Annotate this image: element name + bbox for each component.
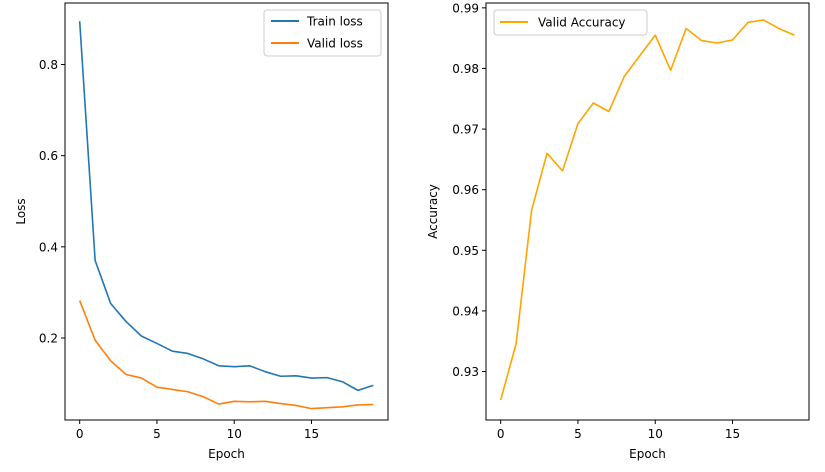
accuracy-x-tick-label: 5 <box>574 427 582 441</box>
loss-x-tick-label: 0 <box>76 427 84 441</box>
loss-y-tick-label: 0.8 <box>39 58 58 72</box>
accuracy-x-tick-label: 10 <box>648 427 663 441</box>
accuracy-y-tick-label: 0.97 <box>452 123 479 137</box>
accuracy-ticks: 0 5 10 15 0.93 0.94 0.95 0.96 0.97 0.98 0.99 <box>452 1 740 441</box>
accuracy-x-tick-label: 0 <box>497 427 505 441</box>
loss-plot-frame <box>64 2 389 421</box>
loss-y-tick-label: 0.2 <box>39 331 58 345</box>
loss-legend: Train loss Valid loss <box>263 9 382 57</box>
accuracy-x-axis-title: Epoch <box>629 447 666 461</box>
accuracy-y-tick-label: 0.95 <box>452 244 479 258</box>
valid-loss-legend-label: Valid loss <box>307 37 363 51</box>
loss-series-line-1 <box>78 300 374 410</box>
accuracy-legend-box <box>493 9 648 36</box>
accuracy-y-tick-label: 0.93 <box>452 365 479 379</box>
loss-chart: 0 5 10 15 0.2 0.4 0.6 0.8 Epoch Loss Train loss… <box>14 2 389 461</box>
loss-x-tick-label: 15 <box>304 427 319 441</box>
train-loss-legend-label: Train loss <box>306 15 363 29</box>
accuracy-x-tick-label: 15 <box>725 427 740 441</box>
loss-x-tick-label: 10 <box>227 427 242 441</box>
loss-x-axis-title: Epoch <box>208 447 245 461</box>
loss-y-tick-label: 0.4 <box>39 240 58 254</box>
loss-ticks: 0 5 10 15 0.2 0.4 0.6 0.8 <box>39 58 319 441</box>
loss-y-tick-label: 0.6 <box>39 149 58 163</box>
accuracy-series-lines <box>499 19 795 401</box>
loss-y-axis-title: Loss <box>14 198 28 224</box>
accuracy-legend: Valid Accuracy <box>493 9 648 36</box>
accuracy-y-tick-label: 0.98 <box>452 62 479 76</box>
accuracy-chart: 0 5 10 15 0.93 0.94 0.95 0.96 0.97 0.98 0.99 Epoch… <box>426 1 810 461</box>
accuracy-y-tick-label: 0.99 <box>452 1 479 15</box>
accuracy-y-tick-label: 0.96 <box>452 183 479 197</box>
loss-series-lines <box>78 21 374 410</box>
accuracy-series-line-0 <box>499 19 795 401</box>
accuracy-y-axis-title: Accuracy <box>426 184 440 239</box>
accuracy-plot-frame <box>485 2 810 421</box>
valid-accuracy-legend-label: Valid Accuracy <box>538 16 626 30</box>
loss-x-tick-label: 5 <box>153 427 161 441</box>
accuracy-y-tick-label: 0.94 <box>452 304 479 318</box>
loss-series-line-0 <box>78 21 374 392</box>
